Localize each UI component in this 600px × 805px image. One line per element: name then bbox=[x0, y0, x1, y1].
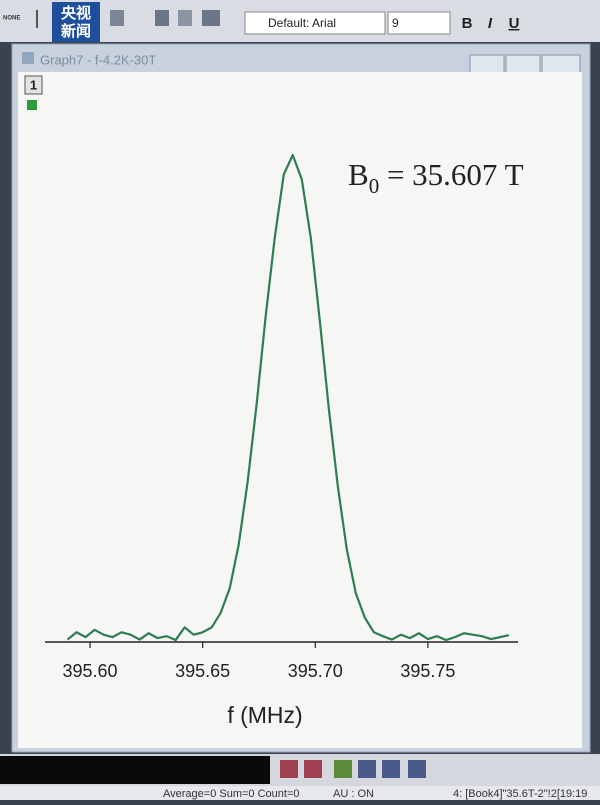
lock-icon[interactable] bbox=[27, 100, 37, 110]
x-tick-label: 395.70 bbox=[288, 661, 343, 681]
graph-page bbox=[18, 72, 582, 748]
icon[interactable] bbox=[202, 10, 220, 26]
status-au: AU : ON bbox=[333, 788, 374, 800]
font-name: Default: Arial bbox=[268, 16, 336, 30]
font-select[interactable] bbox=[244, 11, 386, 35]
layer-label: 1 bbox=[30, 77, 37, 92]
logo-text: 央视 bbox=[61, 4, 91, 22]
size-select[interactable] bbox=[387, 11, 451, 35]
layer-button[interactable] bbox=[24, 75, 43, 95]
x-tick-label: 395.65 bbox=[175, 661, 230, 681]
x-tick-label: 395.60 bbox=[63, 661, 118, 681]
annotation-base: B bbox=[348, 157, 369, 192]
x-tick-label: 395.75 bbox=[400, 661, 455, 681]
underline-button[interactable]: U bbox=[509, 15, 520, 32]
bottom-panel bbox=[0, 756, 270, 784]
icon[interactable] bbox=[155, 10, 169, 26]
annotation-text: = 35.607 T bbox=[379, 157, 523, 192]
x-axis-label: f (MHz) bbox=[227, 702, 302, 728]
bold-button[interactable]: B bbox=[462, 15, 473, 32]
icon[interactable] bbox=[110, 10, 124, 26]
icon[interactable] bbox=[358, 760, 376, 778]
icon[interactable] bbox=[334, 760, 352, 778]
window-title: Graph7 - f-4.2K-30T bbox=[40, 52, 156, 67]
annotation: B0 = 35.607 T bbox=[348, 157, 524, 198]
icon[interactable] bbox=[178, 10, 192, 26]
italic-button[interactable]: I bbox=[488, 15, 493, 32]
annotation-subscript: 0 bbox=[369, 174, 380, 198]
icon[interactable] bbox=[36, 10, 38, 28]
icon[interactable] bbox=[408, 760, 426, 778]
icon[interactable] bbox=[280, 760, 298, 778]
chart: B0 = 35.607 T f (MHz) 395.60 395.65 395.70… bbox=[45, 153, 524, 728]
status-stats: Average=0 Sum=0 Count=0 bbox=[163, 788, 299, 800]
font-size: 9 bbox=[392, 16, 399, 30]
logo bbox=[52, 2, 100, 42]
window-icon bbox=[22, 52, 34, 64]
icon[interactable] bbox=[304, 760, 322, 778]
logo-text: 新闻 bbox=[61, 22, 91, 40]
status-selection: 4: [Book4]"35.6T-2"!2[19:19 bbox=[453, 788, 587, 800]
icon[interactable] bbox=[382, 760, 400, 778]
status-bar bbox=[0, 786, 600, 800]
data-line bbox=[66, 153, 510, 642]
none-label[interactable]: NONE bbox=[3, 16, 20, 22]
